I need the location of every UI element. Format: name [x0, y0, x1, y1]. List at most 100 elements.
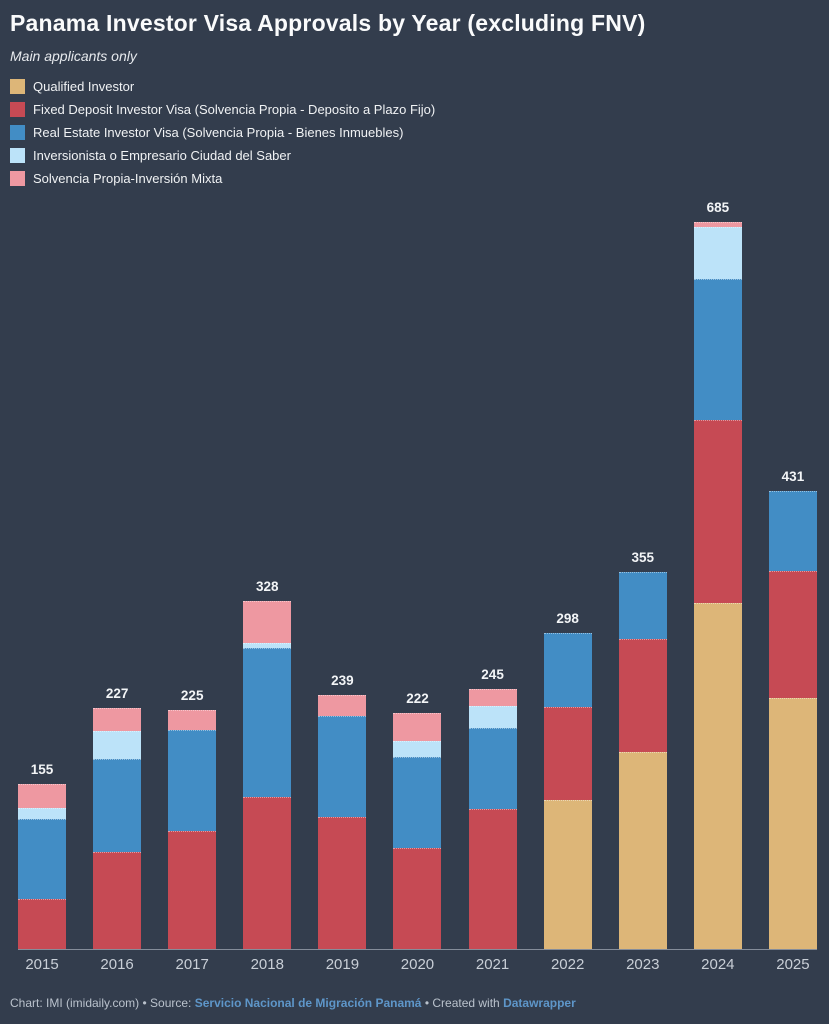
chart-legend: Qualified Investor Fixed Deposit Investor… — [10, 79, 817, 186]
chart-plot-area: 155 227 225 328 239 222 245 298 355 685 431 — [18, 195, 817, 950]
bar-segment[interactable] — [243, 600, 292, 644]
legend-swatch — [10, 171, 25, 186]
bar-segment[interactable] — [318, 817, 367, 949]
x-axis-label: 2015 — [25, 956, 59, 973]
legend-item: Solvencia Propia-Inversión Mixta — [10, 171, 817, 186]
bar-total-label: 225 — [180, 688, 204, 704]
legend-item: Real Estate Investor Visa (Solvencia Pro… — [10, 125, 817, 140]
bar-column-2018[interactable]: 328 — [243, 578, 292, 949]
bar-segment[interactable] — [618, 638, 667, 752]
bar-column-2024[interactable]: 685 — [693, 199, 742, 949]
bar-total-label: 245 — [481, 666, 504, 682]
bar-segment[interactable] — [693, 420, 742, 603]
bar-column-2025[interactable]: 431 — [768, 469, 817, 949]
footer-separator-2: • — [424, 996, 430, 1010]
chart-footer: Chart: IMI (imidaily.com) • Source: Serv… — [10, 996, 817, 1010]
legend-item: Qualified Investor — [10, 79, 817, 94]
bar-column-2017[interactable]: 225 — [168, 688, 217, 949]
footer-created-prefix: Created with — [432, 996, 500, 1010]
bar-segment[interactable] — [393, 740, 442, 757]
footer-datawrapper-link[interactable]: Datawrapper — [503, 996, 576, 1010]
x-axis-label: 2019 — [325, 956, 360, 973]
bar-segment[interactable] — [468, 705, 517, 729]
bar-segment[interactable] — [543, 632, 592, 707]
bar-segment[interactable] — [768, 698, 817, 949]
bar-segment[interactable] — [468, 688, 517, 706]
bar-segment[interactable] — [93, 852, 142, 949]
x-axis-label: 2020 — [400, 956, 435, 973]
bar-segment[interactable] — [543, 800, 592, 949]
bar-total-label: 355 — [631, 550, 655, 566]
bar-segment[interactable] — [768, 491, 817, 572]
bar-segment[interactable] — [93, 731, 142, 759]
x-axis-label: 2025 — [776, 956, 810, 973]
x-axis-label: 2021 — [475, 956, 510, 973]
x-axis-label: 2023 — [626, 956, 660, 973]
legend-swatch — [10, 102, 25, 117]
bar-column-2020[interactable]: 222 — [393, 691, 442, 949]
footer-credit: Chart: IMI (imidaily.com) — [10, 996, 140, 1010]
page-subtitle: Main applicants only — [10, 48, 137, 64]
bar-column-2022[interactable]: 298 — [543, 610, 592, 949]
bar-total-label: 431 — [781, 469, 805, 485]
bar-segment[interactable] — [768, 571, 817, 699]
bar-segment[interactable] — [618, 572, 667, 639]
bar-segment[interactable] — [243, 797, 292, 949]
bar-segment[interactable] — [543, 706, 592, 801]
legend-swatch — [10, 148, 25, 163]
bar-total-label: 227 — [105, 685, 129, 701]
bar-total-label: 239 — [331, 673, 354, 689]
x-axis-labels: 2015 2016 2017 2018 2019 2020 2021 2022 2023 2024… — [18, 956, 817, 973]
bar-column-2023[interactable]: 355 — [618, 550, 667, 949]
bar-segment[interactable] — [243, 643, 292, 649]
bar-total-label: 685 — [706, 199, 730, 215]
bar-segment[interactable] — [693, 278, 742, 421]
bar-segment[interactable] — [393, 848, 442, 949]
bar-segment[interactable] — [468, 728, 517, 809]
legend-swatch — [10, 79, 25, 94]
legend-label: Inversionista o Empresario Ciudad del Sa… — [33, 148, 291, 163]
bar-segment[interactable] — [18, 807, 66, 820]
footer-separator: • — [142, 996, 147, 1010]
x-axis-label: 2017 — [175, 956, 209, 973]
legend-swatch — [10, 125, 25, 140]
x-axis-label: 2022 — [550, 956, 585, 973]
bar-segment[interactable] — [93, 758, 142, 853]
bar-segment[interactable] — [168, 831, 217, 949]
bar-segment[interactable] — [468, 808, 517, 949]
bar-segment[interactable] — [693, 226, 742, 279]
bar-total-label: 222 — [406, 691, 429, 707]
bar-segment[interactable] — [693, 602, 742, 949]
bar-segment[interactable] — [93, 707, 142, 732]
page-title: Panama Investor Visa Approvals by Year (… — [10, 10, 646, 36]
bar-segment[interactable] — [168, 730, 217, 832]
bar-column-2019[interactable]: 239 — [318, 673, 367, 949]
bar-total-label: 328 — [256, 578, 279, 594]
bar-segment[interactable] — [18, 784, 66, 808]
legend-label: Solvencia Propia-Inversión Mixta — [33, 171, 223, 186]
x-axis-label: 2024 — [701, 956, 735, 973]
footer-source-link[interactable]: Servicio Nacional de Migración Panamá — [194, 996, 422, 1010]
legend-label: Qualified Investor — [33, 79, 135, 94]
footer-source-prefix: Source: — [150, 996, 192, 1010]
bar-segment[interactable] — [168, 710, 217, 731]
x-axis-label: 2018 — [250, 956, 284, 973]
bar-total-label: 155 — [30, 762, 54, 778]
bar-column-2016[interactable]: 227 — [93, 685, 142, 949]
bar-segment[interactable] — [393, 756, 442, 849]
bar-total-label: 298 — [556, 610, 579, 626]
bar-column-2021[interactable]: 245 — [468, 666, 517, 949]
legend-label: Fixed Deposit Investor Visa (Solvencia P… — [33, 102, 436, 117]
x-axis-label: 2016 — [100, 956, 134, 973]
bar-segment[interactable] — [318, 716, 367, 818]
bar-segment[interactable] — [693, 221, 742, 227]
bar-segment[interactable] — [618, 751, 667, 949]
bar-segment[interactable] — [18, 899, 66, 949]
bar-column-2015[interactable]: 155 — [18, 762, 66, 949]
legend-label: Real Estate Investor Visa (Solvencia Pro… — [33, 125, 404, 140]
bar-segment[interactable] — [318, 695, 367, 717]
bar-segment[interactable] — [243, 648, 292, 798]
bar-segment[interactable] — [393, 713, 442, 741]
bar-segment[interactable] — [18, 819, 66, 900]
